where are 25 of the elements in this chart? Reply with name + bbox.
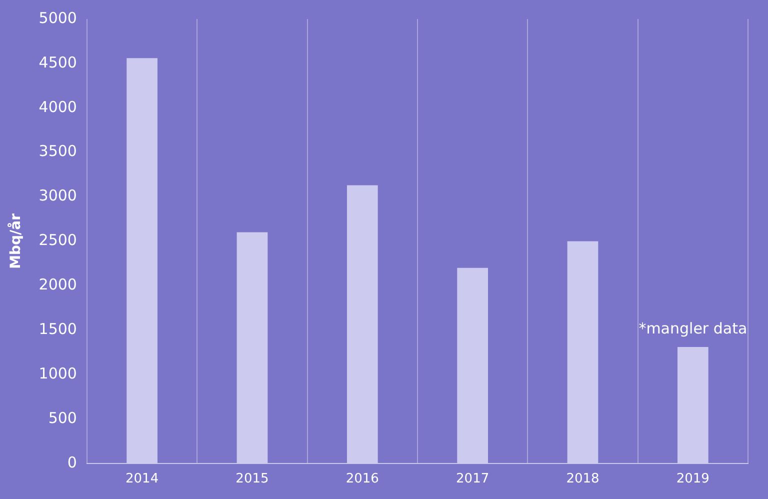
- y-tick-label: 4000: [38, 98, 77, 116]
- y-tick-label: 1000: [38, 364, 77, 382]
- bar: [236, 232, 268, 464]
- bar: [346, 185, 378, 464]
- y-tick-label: 3500: [38, 142, 77, 160]
- y-tick-label: 2000: [38, 276, 77, 294]
- x-tick-label: 2015: [236, 472, 269, 487]
- bar: [677, 346, 708, 464]
- annotation: *mangler data: [638, 319, 748, 338]
- bar: [457, 268, 488, 464]
- y-tick-label: 500: [48, 408, 77, 427]
- x-tick-label: 2018: [566, 472, 600, 487]
- y-tick-label: 1500: [38, 320, 77, 338]
- x-tick-label: 2016: [346, 472, 379, 487]
- bar: [567, 241, 598, 464]
- x-tick-label: 2014: [126, 472, 159, 487]
- y-axis-title: Mbq/år: [7, 213, 24, 269]
- y-tick-label: 4500: [38, 53, 77, 72]
- y-tick-label: 5000: [38, 8, 77, 27]
- y-tick-label: 3000: [38, 186, 77, 205]
- y-tick-label: 2500: [38, 231, 77, 250]
- x-tick-label: 2017: [456, 472, 490, 487]
- x-tick-label: 2019: [676, 472, 710, 487]
- bar: [126, 58, 158, 464]
- y-tick-label: 0: [67, 453, 77, 472]
